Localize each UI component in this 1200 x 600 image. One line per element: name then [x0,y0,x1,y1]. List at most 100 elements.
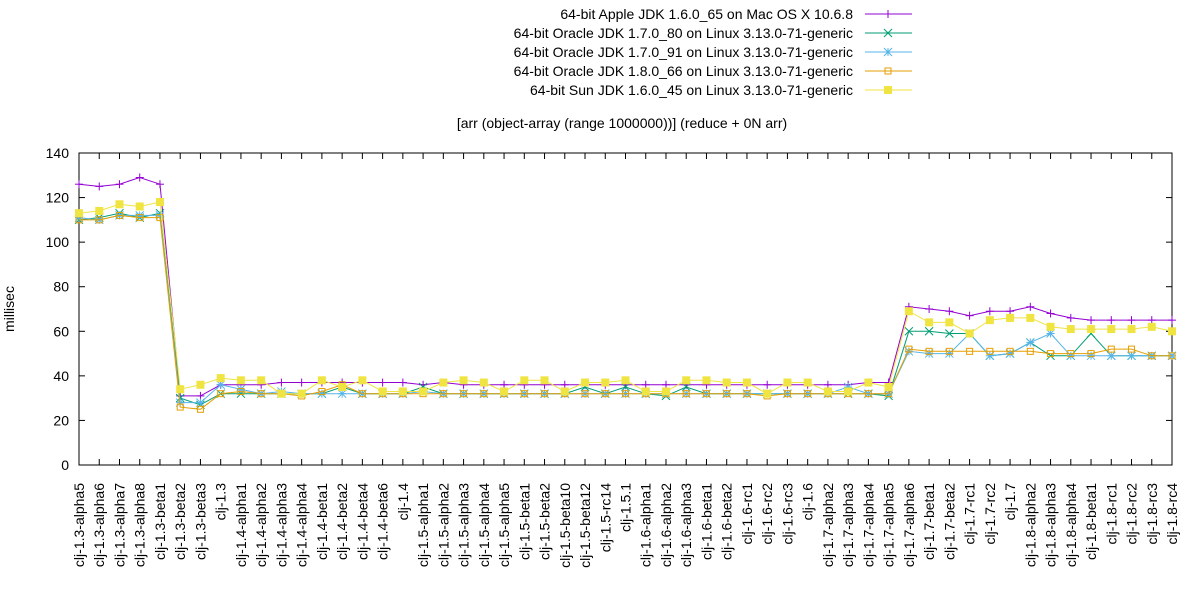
data-point [560,380,569,389]
x-tick-label: clj-1.7-alpha6 [901,483,917,567]
data-point [621,382,630,392]
data-point [1067,350,1075,358]
data-point [560,387,569,396]
data-point [641,387,650,396]
data-point [136,214,144,222]
data-point [318,387,326,395]
x-tick-label: clj-1.6-rc3 [779,483,795,545]
data-point [338,383,347,391]
data-point [783,378,792,387]
legend: 64-bit Apple JDK 1.6.0_65 on Mac OS X 10… [514,6,912,98]
data-point [95,206,104,215]
x-tick-label: clj-1.6-beta1 [698,483,714,560]
x-tick-label: clj-1.8-beta1 [1083,483,1099,560]
x-tick-label: clj-1.6-alpha2 [658,483,674,567]
data-point [196,391,205,400]
data-point [297,378,306,387]
data-point [804,390,812,398]
data-point [1046,309,1055,318]
data-point [115,200,124,209]
x-tick-label: clj-1.5-beta2 [537,483,553,560]
data-point [601,378,610,387]
data-point [1025,338,1035,347]
data-point [803,378,812,387]
data-point [358,376,367,385]
data-point [257,390,265,398]
data-point [763,380,772,389]
data-point [460,390,468,398]
x-tick-label: clj-1.4-alpha3 [273,483,289,567]
data-point [1047,350,1055,358]
x-tick-label: clj-1.6 [800,483,816,521]
data-point [925,347,933,355]
data-point [1147,316,1156,325]
series-line [78,201,1173,395]
data-point [217,390,225,398]
data-point [277,378,286,387]
x-tick-label: clj-1.8-rc4 [1164,483,1180,545]
series-1 [75,173,1176,400]
data-point [459,376,468,385]
data-point [924,326,934,336]
data-point [1106,351,1116,361]
data-point [216,380,226,390]
chart-title: [arr (object-array (range 1000000))] (re… [457,115,787,131]
data-point [965,329,974,338]
data-point [641,380,650,389]
data-point [1107,316,1116,325]
x-tick-label: clj-1.6-beta2 [719,483,735,560]
x-tick-label: clj-1.8-rc2 [1124,483,1140,545]
data-point [904,307,913,316]
data-point [823,380,832,389]
y-tick-label: 60 [53,323,69,339]
data-point [986,347,994,355]
data-point [419,387,428,396]
data-point [864,390,872,398]
x-tick-label: clj-1.3-alpha8 [132,483,148,567]
x-tick-label: clj-1.3-alpha5 [71,483,87,567]
legend-marker [884,10,892,18]
x-tick-label: clj-1.7-rc2 [982,483,998,545]
data-point [1087,350,1095,358]
data-point [966,347,974,355]
x-tick-label: clj-1.5-alpha1 [415,483,431,567]
x-tick-label: clj-1.7-alpha3 [840,483,856,567]
x-tick-label: clj-1.5-beta1 [516,483,532,560]
data-point [622,390,629,398]
data-point [1127,316,1136,325]
x-tick-label: clj-1.5-alpha4 [476,483,492,567]
data-point [723,390,731,398]
data-point [742,378,751,387]
x-tick-label: clj-1.8-alpha3 [1043,483,1059,567]
data-point [844,387,853,396]
data-point [1006,313,1015,322]
x-tick-label: clj-1.6-rc1 [739,483,755,545]
x-tick-label: clj-1.4-alpha1 [233,483,249,567]
x-tick-label: clj-1.4-beta1 [314,483,330,560]
data-point [1107,345,1115,353]
data-point [297,389,306,398]
data-point [439,390,447,398]
data-point [884,383,893,391]
data-point [216,374,225,383]
x-tick-label: clj-1.7-rc1 [962,483,978,545]
plot-frame [78,152,1173,466]
data-point [398,387,407,396]
x-tick-label: clj-1.7-beta2 [941,483,957,560]
series-line [78,212,1172,406]
data-point [621,376,630,385]
data-point [601,390,609,398]
data-point [944,329,954,338]
data-point [1127,351,1136,361]
data-point [905,345,913,353]
series-group [74,173,1177,413]
x-tick-label: clj-1.5-alpha2 [435,483,451,567]
x-tick-label: clj-1.4-alpha2 [253,483,269,567]
y-tick-label: 140 [46,145,70,161]
data-point [581,378,590,387]
data-point [1087,316,1096,325]
data-point [1168,352,1176,360]
data-point [520,390,528,398]
x-tick-label: clj-1.5-alpha3 [456,483,472,567]
data-point [702,390,710,398]
